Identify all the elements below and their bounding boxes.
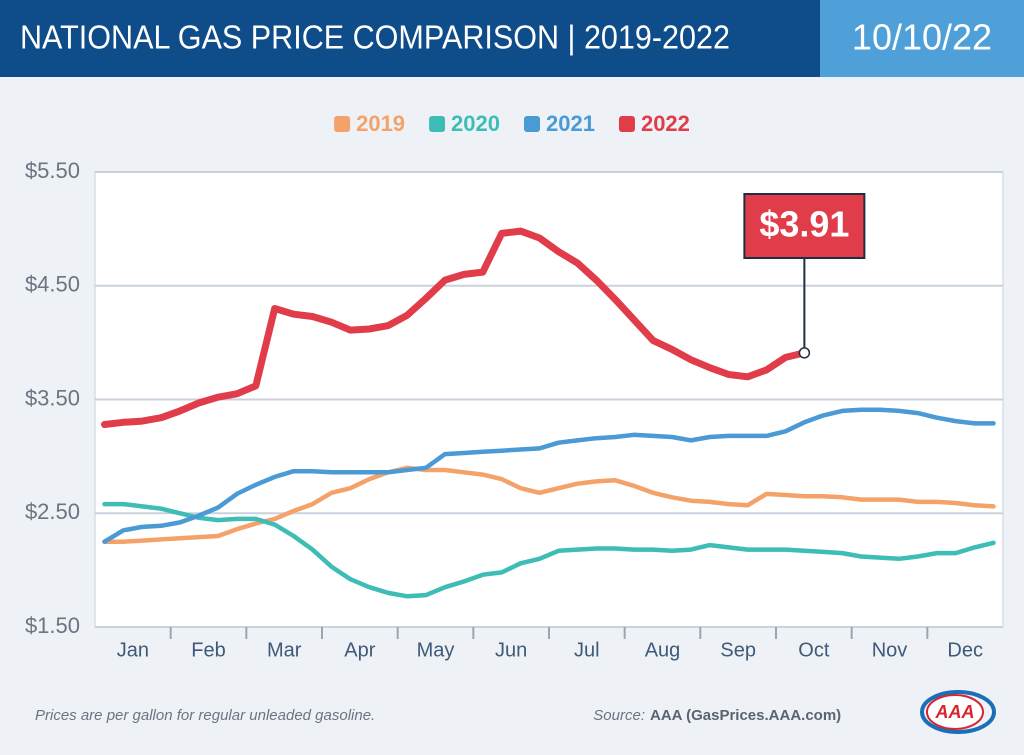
series-line (102, 407, 996, 544)
footnote: Prices are per gallon for regular unlead… (35, 707, 375, 724)
legend-label: 2021 (546, 111, 595, 136)
y-tick-label: $5.50 (25, 158, 80, 183)
legend: 2019 2020 2021 2022 (334, 111, 690, 136)
callout-point (798, 347, 811, 359)
legend-label: 2022 (641, 111, 690, 136)
series-line (102, 465, 996, 544)
x-tick-label: Jun (495, 639, 527, 661)
series-line (101, 227, 808, 428)
grid: $1.50 $2.50 $3.50 $4.50 $5.50 Jan Feb Mar Apr May… (25, 158, 1003, 661)
legend-label: 2019 (356, 111, 405, 136)
logo-oval (926, 694, 984, 730)
logo-text: AAA (935, 702, 975, 722)
date: 10/10/22 (852, 17, 992, 58)
y-tick-label: $4.50 (25, 272, 80, 297)
x-tick-label: Mar (267, 639, 302, 661)
x-tick-label: May (417, 639, 455, 661)
y-tick-label: $1.50 (25, 613, 80, 638)
x-tick-label: Aug (645, 639, 681, 661)
logo-ring (920, 690, 996, 734)
date-box (820, 0, 1024, 77)
value-label: $3.91 (759, 204, 849, 245)
y-tick-label: $2.50 (25, 499, 80, 524)
legend-label: 2020 (451, 111, 500, 136)
legend-swatch (429, 116, 446, 132)
annotation: $3.91 (743, 193, 866, 359)
lines (101, 227, 996, 599)
legend-swatch (618, 116, 635, 132)
source: AAA (GasPrices.AAA.com) (650, 707, 841, 724)
x-tick-label: Oct (798, 639, 830, 661)
x-tick-label: Nov (872, 639, 908, 661)
x-tick-label: Dec (947, 639, 983, 661)
y-tick-label: $3.50 (25, 385, 80, 410)
x-tick-label: Jan (117, 639, 149, 661)
source-label: Source: (593, 707, 645, 724)
x-tick-label: Jul (574, 639, 600, 661)
series-line (102, 501, 996, 599)
x-tick-label: Apr (344, 639, 375, 661)
x-tick-label: Feb (191, 639, 225, 661)
logo: AAA (920, 690, 996, 734)
title: NATIONAL GAS PRICE COMPARISON | 2019-202… (20, 19, 730, 56)
legend-swatch (524, 116, 540, 132)
header-bar (0, 0, 820, 77)
legend-swatch (334, 116, 351, 132)
x-tick-label: Sep (720, 639, 756, 661)
callout-box (743, 193, 866, 259)
